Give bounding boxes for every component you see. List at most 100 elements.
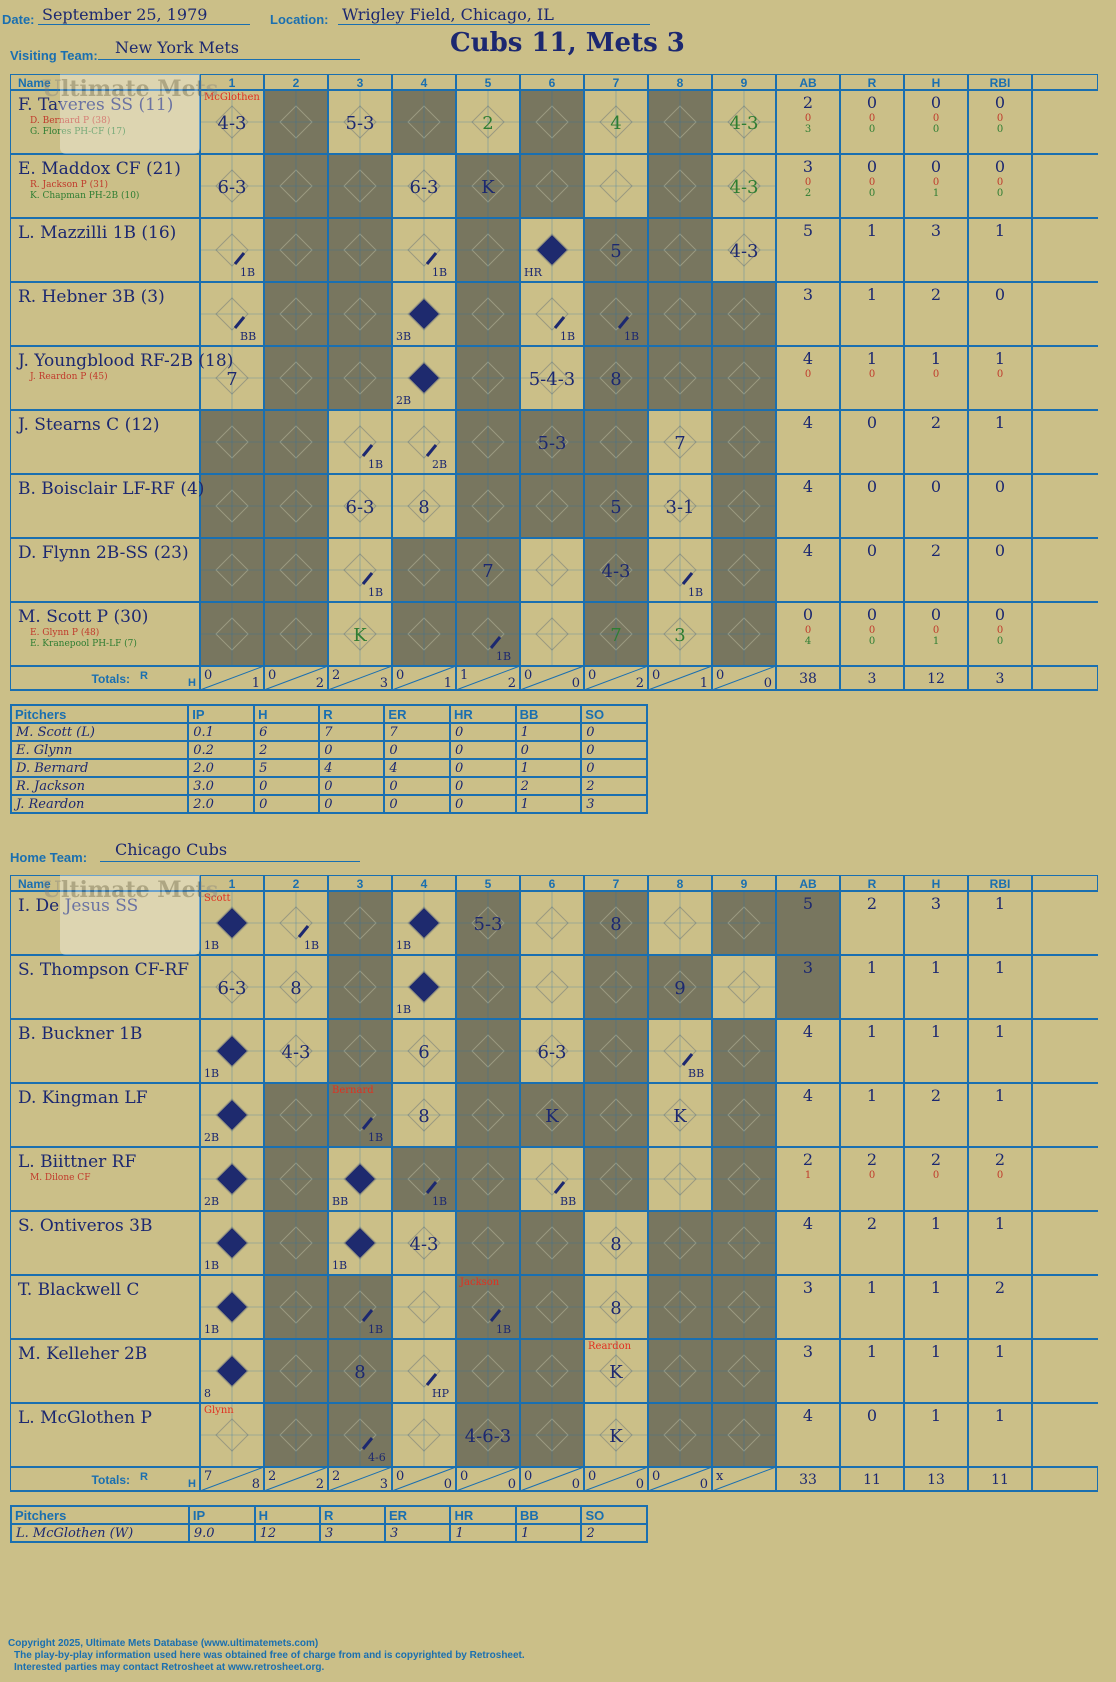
- inning-runs: 0: [524, 1469, 532, 1484]
- watermark-logo: Ultimate Mets: [42, 875, 218, 955]
- batter-stat: 0: [805, 625, 811, 636]
- batter-stat: 2: [803, 1150, 813, 1169]
- pitcher-change-note: Glynn: [204, 1405, 234, 1416]
- hit-mark: 1B: [688, 586, 703, 599]
- stat-header: H: [932, 76, 941, 90]
- batter-stat: 0: [931, 477, 941, 496]
- visiting-team-label: Visiting Team:: [10, 48, 98, 63]
- batter-stat: 2: [805, 188, 811, 199]
- pitcher-stat: 0: [383, 794, 452, 814]
- inning-header: 8: [677, 877, 684, 891]
- inning-hits: 2: [636, 676, 644, 691]
- inning-header: 3: [357, 76, 364, 90]
- totals-divider: [711, 1466, 777, 1492]
- totals-divider: [391, 665, 457, 691]
- batter-stat: 3: [803, 157, 813, 176]
- batter-name: E. Maddox CF (21): [18, 159, 181, 179]
- pitchers-column-header: IP: [187, 704, 256, 724]
- batter-stat: 0: [997, 636, 1003, 647]
- batter-name: D. Flynn 2B-SS (23): [18, 543, 189, 563]
- hit-mark: 1B: [368, 1131, 383, 1144]
- batter-stat: 2: [931, 1150, 941, 1169]
- pitcher-stat: 0: [449, 740, 517, 760]
- sub-name: M. Dilone CF: [30, 1173, 90, 1183]
- play-mark: 5-4-3: [529, 369, 576, 390]
- totals-h-label: H: [188, 1478, 196, 1490]
- hit-mark: 1B: [560, 330, 575, 343]
- totals-divider: [583, 1466, 649, 1492]
- batter-stat: 3: [803, 1278, 813, 1297]
- batter-stat: 0: [995, 605, 1005, 624]
- pitchers-column-header: R: [318, 704, 386, 724]
- play-mark: 5-3: [538, 433, 567, 454]
- hit-line: [361, 1437, 374, 1450]
- pitcher-stat: D. Bernard: [9, 758, 190, 778]
- inning-header: 9: [741, 877, 748, 891]
- inning-runs: 2: [268, 1469, 276, 1484]
- copyright-line: Copyright 2025, Ultimate Mets Database (…: [8, 1638, 319, 1649]
- hit-line: [681, 1053, 694, 1066]
- pitcher-stat: 0: [318, 794, 386, 814]
- pitcher-stat: 3: [319, 1523, 387, 1543]
- inactive-cell: [776, 891, 840, 955]
- hit-mark: BB: [688, 1067, 704, 1080]
- batter-name: R. Hebner 3B (3): [18, 287, 165, 307]
- play-mark: 8: [354, 1362, 365, 1383]
- pitcher-stat: 0: [383, 776, 452, 796]
- stat-header: AB: [799, 76, 817, 90]
- total-stat: 38: [799, 671, 817, 687]
- pitchers-column-header: SO: [580, 1505, 648, 1525]
- pitcher-stat: 0: [580, 740, 648, 760]
- watermark-text: Ultimate Mets: [42, 877, 218, 903]
- batter-stat: 4: [803, 413, 813, 432]
- batter-stat: 0: [997, 188, 1003, 199]
- batter-stat: 0: [869, 1170, 875, 1181]
- pitcher-stat: 1: [514, 722, 583, 742]
- batter-stat: 1: [933, 636, 939, 647]
- watermark-logo: Ultimate Mets: [42, 74, 218, 154]
- hit-line: [361, 1117, 374, 1130]
- inning-runs: 0: [652, 1469, 660, 1484]
- batter-stat: 0: [869, 369, 875, 380]
- home-team-name: Chicago Cubs: [115, 840, 228, 859]
- hit-line: [425, 444, 438, 457]
- batter-stat: 3: [803, 958, 813, 977]
- batter-stat: 4: [805, 636, 811, 647]
- inning-hits: 0: [572, 1477, 580, 1492]
- inning-runs: 1: [460, 668, 468, 683]
- batter-stat: 4: [803, 541, 813, 560]
- pitchers-column-header: H: [253, 704, 321, 724]
- hit-line: [617, 316, 630, 329]
- sub-name: D. Bernard P (38): [30, 115, 110, 126]
- play-mark: K: [673, 1106, 687, 1127]
- play-mark: K: [481, 177, 495, 198]
- batter-stat: 3: [803, 285, 813, 304]
- pitchers-column-header: ER: [383, 704, 452, 724]
- batter-stat: 1: [995, 1342, 1005, 1361]
- run-mark: 1B: [332, 1259, 347, 1272]
- batter-stat: 1: [995, 349, 1005, 368]
- inning-hits: 2: [316, 676, 324, 691]
- play-mark: 8: [610, 914, 621, 935]
- inning-header: 5: [485, 76, 492, 90]
- batter-name: L. Mazzilli 1B (16): [18, 223, 176, 243]
- location-label: Location:: [270, 12, 329, 27]
- pitcher-row: D. Bernard 2.0 5 4 4 0 1 0: [9, 758, 648, 778]
- totals-divider: [199, 1466, 265, 1492]
- pitcher-row: E. Glynn 0.2 2 0 0 0 0 0: [9, 740, 648, 760]
- pitcher-stat: 0: [514, 740, 583, 760]
- inning-hits: 2: [316, 1477, 324, 1492]
- run-scored-diamond: [217, 1292, 247, 1322]
- batter-stat: 0: [933, 177, 939, 188]
- pitcher-row: L. McGlothen (W) 9.0 12 3 3 1 1 2: [10, 1523, 648, 1543]
- batter-name: S. Thompson CF-RF: [18, 960, 189, 980]
- inning-hits: 0: [764, 676, 772, 691]
- batter-stat: 2: [931, 541, 941, 560]
- retrosheet-contact-line: Interested parties may contact Retroshee…: [14, 1662, 325, 1673]
- run-mark: 1B: [204, 1323, 219, 1336]
- inning-hits: 8: [252, 1477, 260, 1492]
- batter-name: L. McGlothen P: [18, 1408, 152, 1428]
- run-mark: 1B: [204, 1067, 219, 1080]
- pitcher-stat: 0: [580, 758, 648, 778]
